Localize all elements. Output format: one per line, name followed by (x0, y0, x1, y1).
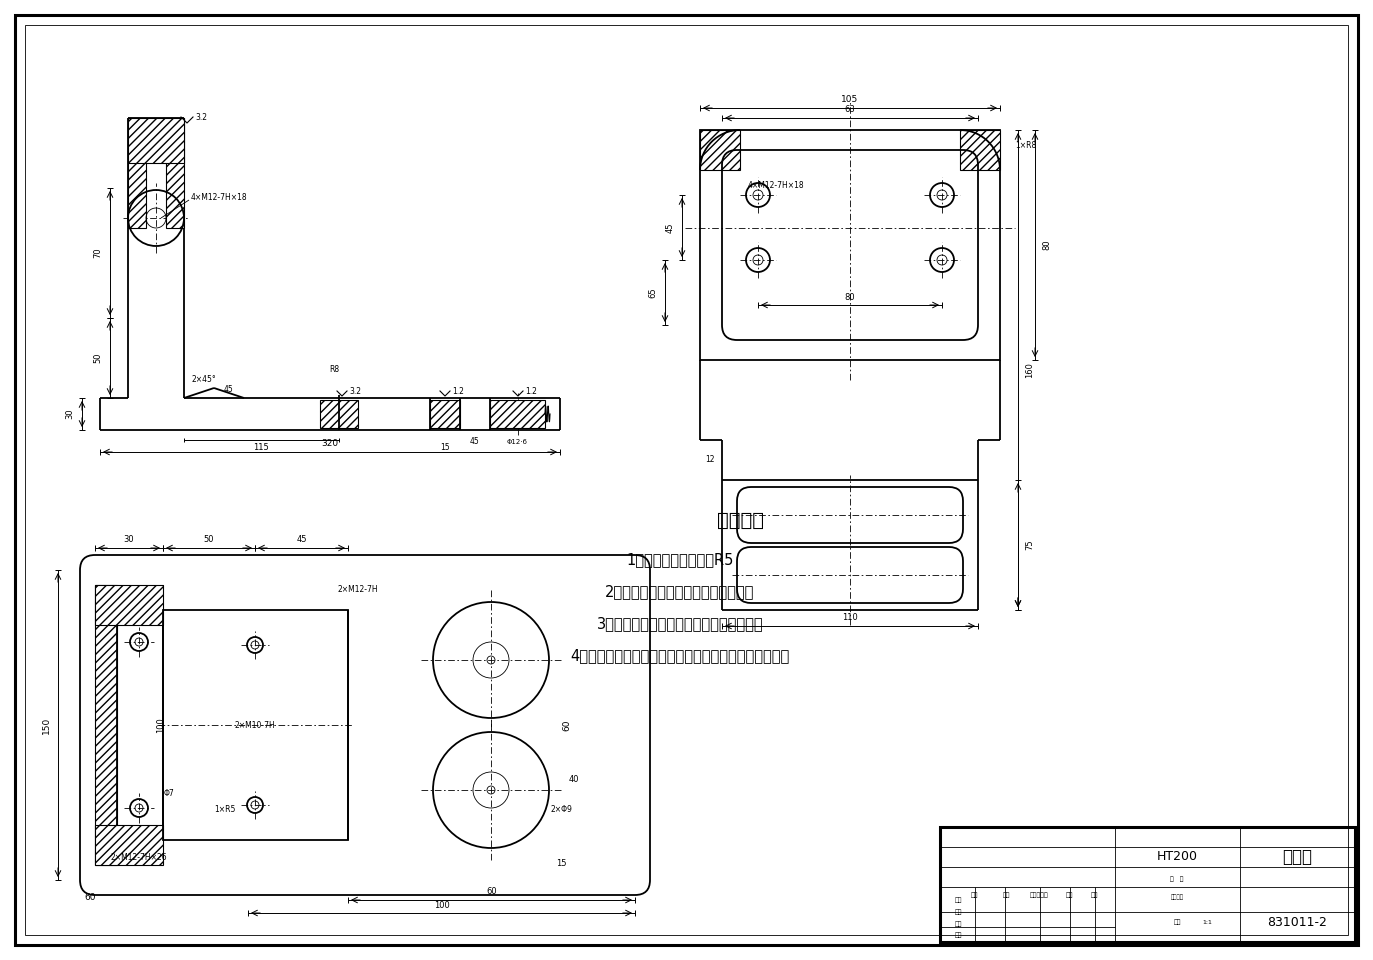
Text: 1.2: 1.2 (452, 387, 464, 396)
Text: 45: 45 (224, 386, 233, 395)
Text: 60: 60 (486, 887, 497, 897)
Text: 50: 50 (93, 352, 103, 363)
Text: 4、铸件表面上不允许有冷隔、裂纹、缩孔和穿透性缺陷: 4、铸件表面上不允许有冷隔、裂纹、缩孔和穿透性缺陷 (570, 649, 789, 663)
Bar (95, 585, 163, 625)
Text: 15: 15 (556, 858, 566, 868)
Text: 70: 70 (93, 248, 103, 258)
Bar (490, 400, 545, 428)
Text: 1×R8: 1×R8 (1015, 140, 1037, 150)
Text: 日期: 日期 (1090, 892, 1098, 898)
Text: 3.2: 3.2 (349, 387, 361, 396)
Text: 65: 65 (648, 287, 658, 298)
Text: Φ12·6: Φ12·6 (507, 439, 527, 445)
Text: 工艺: 工艺 (954, 922, 961, 926)
Text: 30: 30 (66, 409, 74, 420)
Text: 材料标记: 材料标记 (1171, 894, 1184, 900)
Text: 2×M10-7H: 2×M10-7H (235, 721, 276, 730)
Bar (430, 400, 460, 428)
Text: 1、未注明圆角半径为R5: 1、未注明圆角半径为R5 (626, 553, 733, 567)
Text: 夹具体: 夹具体 (1282, 848, 1313, 866)
Text: 批准: 批准 (954, 932, 961, 938)
Bar (128, 118, 184, 163)
Text: 75: 75 (1026, 540, 1034, 550)
Text: 12: 12 (706, 455, 715, 465)
Text: 45: 45 (297, 536, 306, 544)
Bar (163, 610, 347, 840)
Bar (700, 130, 740, 170)
Text: 技术要求: 技术要求 (717, 511, 763, 530)
Text: 更改文件号: 更改文件号 (1030, 892, 1049, 898)
Text: 40: 40 (568, 776, 579, 784)
Text: 105: 105 (842, 95, 858, 105)
Text: 45: 45 (470, 437, 481, 445)
Text: 15: 15 (441, 444, 450, 452)
Text: 2×45°: 2×45° (192, 375, 217, 385)
Text: 3.2: 3.2 (195, 112, 207, 122)
Text: 设计: 设计 (954, 898, 961, 902)
Text: 100: 100 (157, 717, 166, 732)
Bar (960, 130, 1000, 170)
Bar (320, 400, 358, 428)
Text: 标记: 标记 (971, 892, 978, 898)
Text: 831011-2: 831011-2 (1267, 916, 1326, 928)
Bar (128, 118, 146, 228)
Text: 1×R5: 1×R5 (214, 805, 236, 814)
Text: 60: 60 (84, 894, 96, 902)
Text: 150: 150 (41, 716, 51, 733)
Text: 共   张: 共 张 (1170, 876, 1184, 882)
Text: 2、铸件应进行时效处理，消除内应力: 2、铸件应进行时效处理，消除内应力 (605, 585, 755, 599)
Text: 1:1: 1:1 (1203, 920, 1212, 924)
Text: 30: 30 (124, 536, 135, 544)
Text: HT200: HT200 (1156, 851, 1197, 863)
Bar (700, 130, 1000, 360)
Text: Φ7: Φ7 (163, 788, 174, 798)
Bar (166, 118, 184, 228)
Text: 45: 45 (666, 223, 674, 232)
Bar (95, 825, 163, 865)
Text: 50: 50 (203, 536, 214, 544)
Text: 4×M12-7H×18: 4×M12-7H×18 (748, 180, 805, 189)
Text: 签字: 签字 (1065, 892, 1072, 898)
Text: 160: 160 (1026, 362, 1034, 378)
Text: 审核: 审核 (954, 909, 961, 915)
Text: 4×M12-7H×18: 4×M12-7H×18 (191, 194, 247, 203)
Bar (95, 585, 117, 865)
Text: 115: 115 (253, 443, 269, 451)
Text: 比例: 比例 (1174, 920, 1181, 924)
Text: 处数: 处数 (1002, 892, 1011, 898)
Text: 80: 80 (1042, 240, 1052, 251)
Text: 3、铸件上的型砂、芯沙和芯骨应清理干净: 3、铸件上的型砂、芯沙和芯骨应清理干净 (597, 616, 763, 632)
Text: 2×Φ9: 2×Φ9 (551, 805, 573, 814)
Text: 80: 80 (844, 293, 855, 301)
Text: 2×M12-7H: 2×M12-7H (338, 586, 379, 594)
Text: 100: 100 (434, 900, 449, 909)
Text: R8: R8 (330, 366, 339, 374)
Bar (941, 827, 1355, 942)
Text: 320: 320 (321, 440, 339, 448)
Text: 63: 63 (844, 106, 855, 114)
Text: 110: 110 (842, 613, 858, 622)
Text: 2×M12-7H×26: 2×M12-7H×26 (111, 853, 168, 862)
Text: 1.2: 1.2 (524, 387, 537, 396)
Text: 60: 60 (563, 719, 571, 731)
